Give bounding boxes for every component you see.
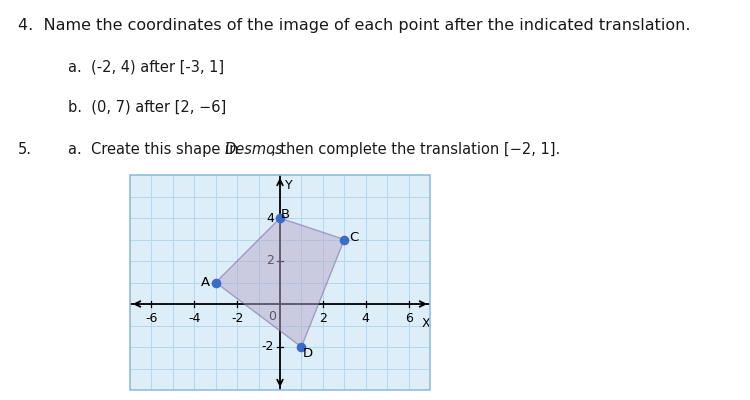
Text: b.  (0, 7) after [2, −6]: b. (0, 7) after [2, −6]	[68, 100, 226, 115]
Text: 0: 0	[268, 310, 276, 324]
Text: -2: -2	[231, 312, 243, 325]
Text: Y: Y	[285, 179, 292, 192]
Text: 6: 6	[405, 312, 412, 325]
Text: , then complete the translation [−2, 1].: , then complete the translation [−2, 1].	[271, 142, 560, 157]
Text: X: X	[422, 317, 430, 330]
Text: 4: 4	[362, 312, 370, 325]
Polygon shape	[216, 218, 344, 347]
Point	[274, 215, 286, 221]
Point	[338, 236, 350, 243]
Text: 2: 2	[266, 254, 274, 268]
Text: a.  (-2, 4) after [-3, 1]: a. (-2, 4) after [-3, 1]	[68, 60, 224, 75]
Text: 5.: 5.	[18, 142, 32, 157]
Point	[210, 279, 222, 286]
Text: a.  Create this shape in: a. Create this shape in	[68, 142, 243, 157]
Text: 4.  Name the coordinates of the image of each point after the indicated translat: 4. Name the coordinates of the image of …	[18, 18, 691, 33]
Text: D: D	[303, 347, 313, 360]
Text: -4: -4	[188, 312, 200, 325]
Text: A: A	[200, 276, 209, 289]
Text: B: B	[280, 208, 290, 221]
Text: 2: 2	[319, 312, 327, 325]
Text: -2: -2	[262, 340, 274, 354]
Point	[296, 344, 307, 350]
Text: C: C	[350, 231, 358, 244]
Text: Desmos: Desmos	[225, 142, 284, 157]
Text: -6: -6	[146, 312, 158, 325]
Text: 4: 4	[266, 212, 274, 224]
